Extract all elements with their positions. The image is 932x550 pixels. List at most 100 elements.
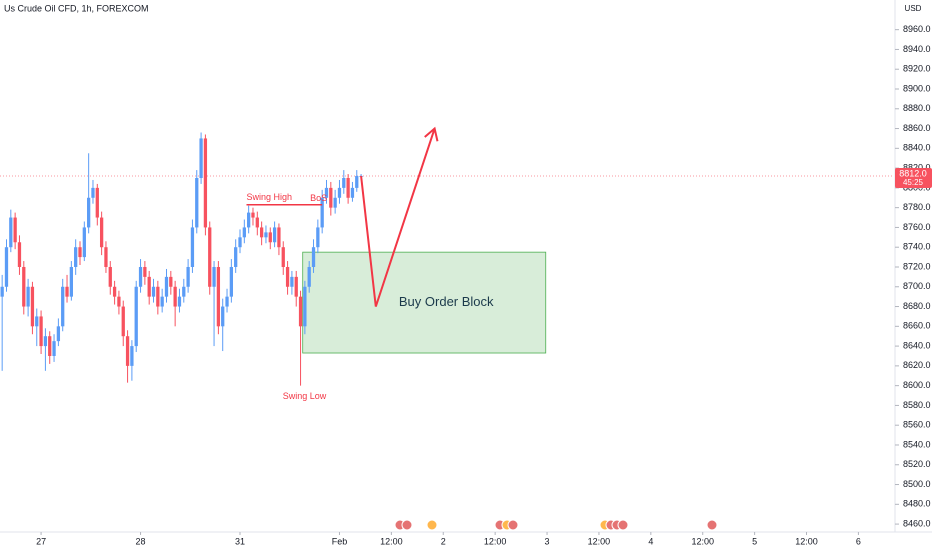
- candle-body: [169, 276, 173, 287]
- y-tick-label: 8880.0: [903, 103, 931, 113]
- candle-body: [320, 197, 324, 228]
- y-tick-label: 8920.0: [903, 64, 931, 74]
- y-tick-label: 8940.0: [903, 44, 931, 54]
- y-tick-label: 8680.0: [903, 301, 931, 311]
- x-tick-label: 2: [441, 536, 446, 546]
- x-tick-label: 4: [648, 536, 653, 546]
- x-tick-label: 6: [856, 536, 861, 546]
- candle-body: [147, 276, 151, 297]
- candle-body: [238, 237, 242, 248]
- y-tick-label: 8840.0: [903, 143, 931, 153]
- candle-body: [43, 336, 48, 347]
- candle-body: [108, 266, 112, 287]
- y-tick-label: 8700.0: [903, 281, 931, 291]
- candle-body: [307, 266, 311, 287]
- candle-body: [255, 217, 259, 228]
- y-tick-label: 8580.0: [903, 400, 931, 410]
- candle-body: [173, 286, 177, 307]
- candle-body: [82, 227, 86, 258]
- event-icon: [706, 519, 718, 531]
- chart-title: Us Crude Oil CFD, 1h, FOREXCOM: [4, 3, 149, 13]
- candle-body: [164, 276, 169, 297]
- order-block-label: Buy Order Block: [399, 294, 494, 309]
- candle-body: [350, 187, 355, 198]
- candle-body: [242, 227, 246, 238]
- candle-body: [121, 306, 125, 337]
- candle-body: [65, 286, 69, 297]
- candle-body: [4, 247, 9, 287]
- candle-body: [69, 266, 73, 297]
- y-tick-label: 8520.0: [903, 459, 931, 469]
- candle-body: [281, 247, 285, 267]
- candle-body: [78, 247, 82, 258]
- event-icon: [401, 519, 413, 531]
- event-icon: [507, 519, 519, 531]
- candle-body: [30, 286, 35, 327]
- candle-body: [290, 276, 294, 287]
- projection-path: [360, 128, 436, 307]
- candle-body: [251, 212, 255, 218]
- y-tick-label: 8820.0: [903, 162, 931, 172]
- x-tick-label: 5: [752, 536, 757, 546]
- y-tick-label: 8640.0: [903, 340, 931, 350]
- plot: Buy Order Block Swing High BoS Swing Low: [0, 126, 893, 401]
- x-tick-label: 12:00: [484, 536, 507, 546]
- candle-body: [26, 286, 30, 307]
- candle-body: [52, 341, 56, 356]
- y-tick-label: 8760.0: [903, 222, 931, 232]
- candle-body: [182, 286, 186, 297]
- candle-body: [56, 326, 61, 342]
- projection-arrowhead: [424, 126, 439, 142]
- candle-body: [117, 296, 121, 307]
- x-tick-label: 12:00: [380, 536, 403, 546]
- candle-body: [311, 247, 316, 267]
- y-tick-label: 8660.0: [903, 321, 931, 331]
- y-tick-label: 8620.0: [903, 360, 931, 370]
- y-tick-label: 8560.0: [903, 420, 931, 430]
- candle-body: [87, 197, 91, 228]
- candle-body: [221, 306, 225, 327]
- candle-body: [337, 187, 342, 198]
- candle-body: [74, 247, 78, 267]
- candle-body: [160, 296, 164, 307]
- candle-body: [216, 266, 221, 327]
- y-tick-label: 8720.0: [903, 261, 931, 271]
- candle-body: [35, 316, 39, 327]
- x-tick-label: 28: [136, 536, 146, 546]
- x-tick-label: 12:00: [691, 536, 714, 546]
- x-tick-label: 3: [545, 536, 550, 546]
- candle-body: [91, 187, 95, 198]
- candle-body: [61, 286, 65, 327]
- candle-body: [17, 242, 22, 267]
- candle-body: [212, 266, 216, 287]
- candle-body: [247, 212, 251, 228]
- candle-body: [48, 336, 52, 356]
- candle-body: [324, 187, 329, 198]
- candle-body: [298, 296, 303, 327]
- x-tick-label: 12:00: [795, 536, 818, 546]
- candle-body: [303, 286, 307, 327]
- candle-body: [208, 227, 212, 287]
- order-block: [302, 251, 547, 354]
- price-label-box: [895, 168, 932, 189]
- candle-body: [0, 286, 4, 297]
- y-tick-label: 8900.0: [903, 83, 931, 93]
- candle-body: [203, 138, 208, 228]
- swing-low-label: Swing Low: [283, 391, 327, 401]
- candle-body: [99, 217, 104, 248]
- y-tick-label: 8460.0: [903, 518, 931, 528]
- candle-body: [294, 276, 298, 297]
- x-tick-label: 27: [36, 536, 46, 546]
- candle-body: [95, 187, 99, 218]
- candle-body: [112, 286, 117, 297]
- candle-body: [355, 176, 359, 188]
- x-tick-label: 12:00: [588, 536, 611, 546]
- candle-body: [342, 177, 346, 188]
- candle-body: [272, 227, 277, 243]
- candle-body: [104, 247, 108, 267]
- candle-body: [138, 266, 143, 287]
- x-tick-label: Feb: [332, 536, 348, 546]
- candle-body: [9, 217, 13, 248]
